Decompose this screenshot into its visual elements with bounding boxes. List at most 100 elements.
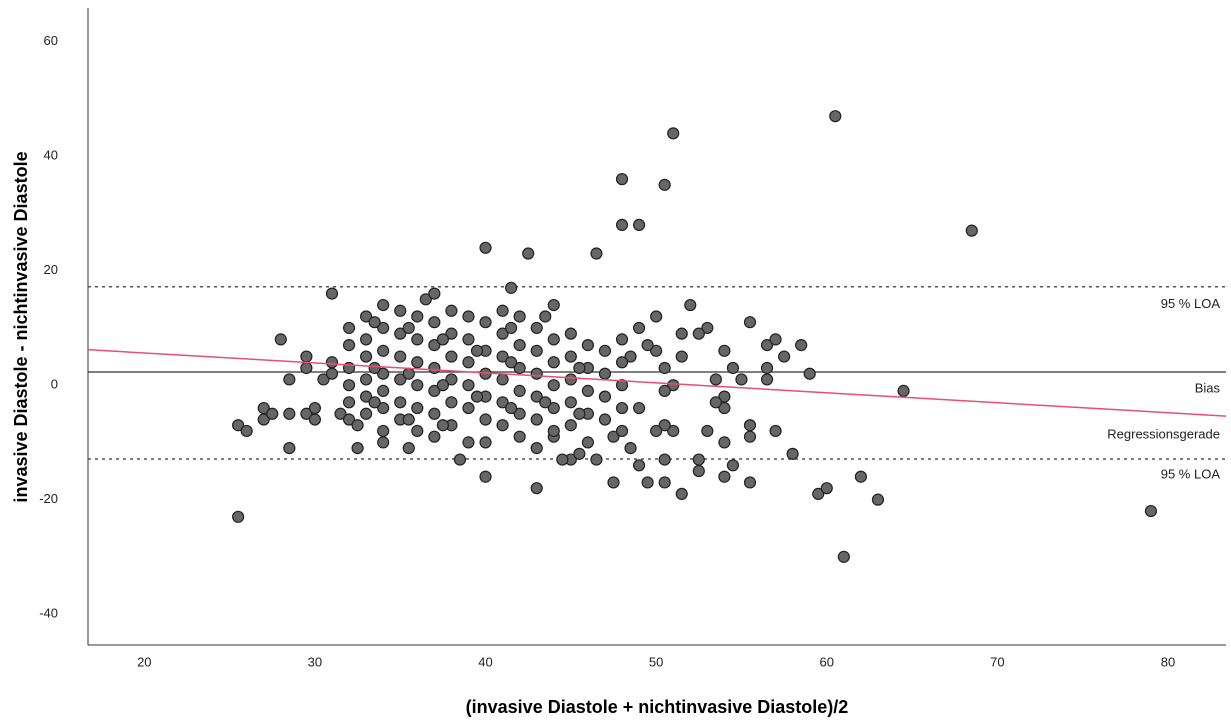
data-point [658, 419, 671, 432]
data-point [743, 430, 757, 443]
data-point [530, 482, 543, 495]
data-point [377, 344, 390, 357]
data-point [564, 350, 577, 363]
data-point [615, 333, 629, 346]
data-point [641, 339, 654, 352]
data-point [411, 424, 424, 438]
data-point [496, 327, 509, 340]
data-point [470, 390, 484, 403]
data-point [709, 373, 722, 386]
data-point [232, 419, 245, 432]
reference-line-label: 95 % LOA [1161, 296, 1221, 311]
data-point [462, 310, 475, 323]
data-point [743, 316, 757, 329]
data-point [615, 356, 629, 369]
data-point [402, 413, 415, 426]
data-point [334, 407, 347, 420]
data-point [377, 424, 390, 438]
data-point [402, 367, 415, 380]
data-point [897, 384, 910, 397]
data-point [530, 321, 543, 335]
y-tick-label: 40 [44, 148, 58, 163]
data-point [266, 407, 279, 420]
y-tick-label: -40 [39, 606, 58, 621]
data-point [513, 339, 526, 352]
data-point [615, 173, 629, 186]
data-point [479, 316, 492, 329]
data-point [342, 396, 356, 409]
data-point [564, 327, 577, 340]
data-point [274, 333, 287, 346]
data-point [300, 407, 313, 420]
data-point [632, 401, 646, 415]
data-point [829, 110, 842, 123]
data-point [377, 298, 390, 312]
data-point [342, 413, 356, 426]
data-point [675, 327, 688, 340]
data-point [650, 310, 663, 323]
data-point [513, 361, 526, 375]
x-tick-label: 80 [1161, 654, 1175, 669]
data-point [479, 241, 492, 254]
data-point [325, 287, 339, 300]
x-tick-label: 40 [478, 654, 492, 669]
data-point [411, 401, 424, 415]
data-point [513, 310, 526, 323]
data-point [718, 401, 731, 415]
data-point [795, 339, 808, 352]
data-point [522, 247, 535, 260]
data-point [590, 247, 603, 260]
data-point [394, 396, 407, 409]
data-point [394, 350, 407, 363]
data-point [436, 333, 449, 346]
data-point [411, 310, 424, 323]
data-point [965, 224, 978, 237]
data-point [735, 373, 748, 386]
data-point [360, 390, 373, 403]
data-point [812, 487, 825, 501]
y-tick-label: -20 [39, 491, 58, 506]
data-point [428, 339, 441, 352]
data-point [428, 316, 441, 329]
data-point [573, 407, 586, 420]
data-point [803, 367, 816, 380]
data-point [667, 424, 680, 438]
data-point [615, 218, 629, 232]
data-point [402, 321, 415, 335]
data-point [658, 476, 671, 489]
data-point [411, 333, 424, 346]
data-point [684, 298, 697, 312]
data-point [701, 321, 714, 335]
data-point [300, 350, 313, 363]
data-point [530, 442, 543, 455]
data-point [650, 344, 663, 357]
y-tick-label: 60 [44, 33, 58, 48]
data-point [667, 127, 680, 140]
data-point [462, 401, 475, 415]
data-point [445, 304, 458, 317]
data-point [624, 350, 637, 363]
data-point [709, 396, 722, 409]
regression-line [87, 348, 1227, 417]
y-tick-label: 20 [44, 262, 58, 277]
data-point [581, 339, 595, 352]
data-point [590, 453, 603, 466]
data-point [411, 356, 424, 369]
data-point [658, 361, 671, 375]
data-point [368, 316, 381, 329]
data-point [667, 379, 680, 392]
data-point [377, 401, 390, 415]
x-tick-label: 30 [308, 654, 322, 669]
data-point [530, 413, 543, 426]
data-point [547, 298, 560, 312]
data-point [462, 436, 475, 449]
data-point [1144, 504, 1158, 518]
data-point [641, 476, 654, 489]
data-point [360, 333, 373, 346]
y-axis-title: invasive Diastole - nichtinvasive Diasto… [11, 151, 31, 502]
data-point [479, 470, 492, 483]
data-point [624, 442, 637, 455]
data-point [769, 333, 782, 346]
data-point [496, 419, 509, 432]
data-point [632, 459, 646, 472]
